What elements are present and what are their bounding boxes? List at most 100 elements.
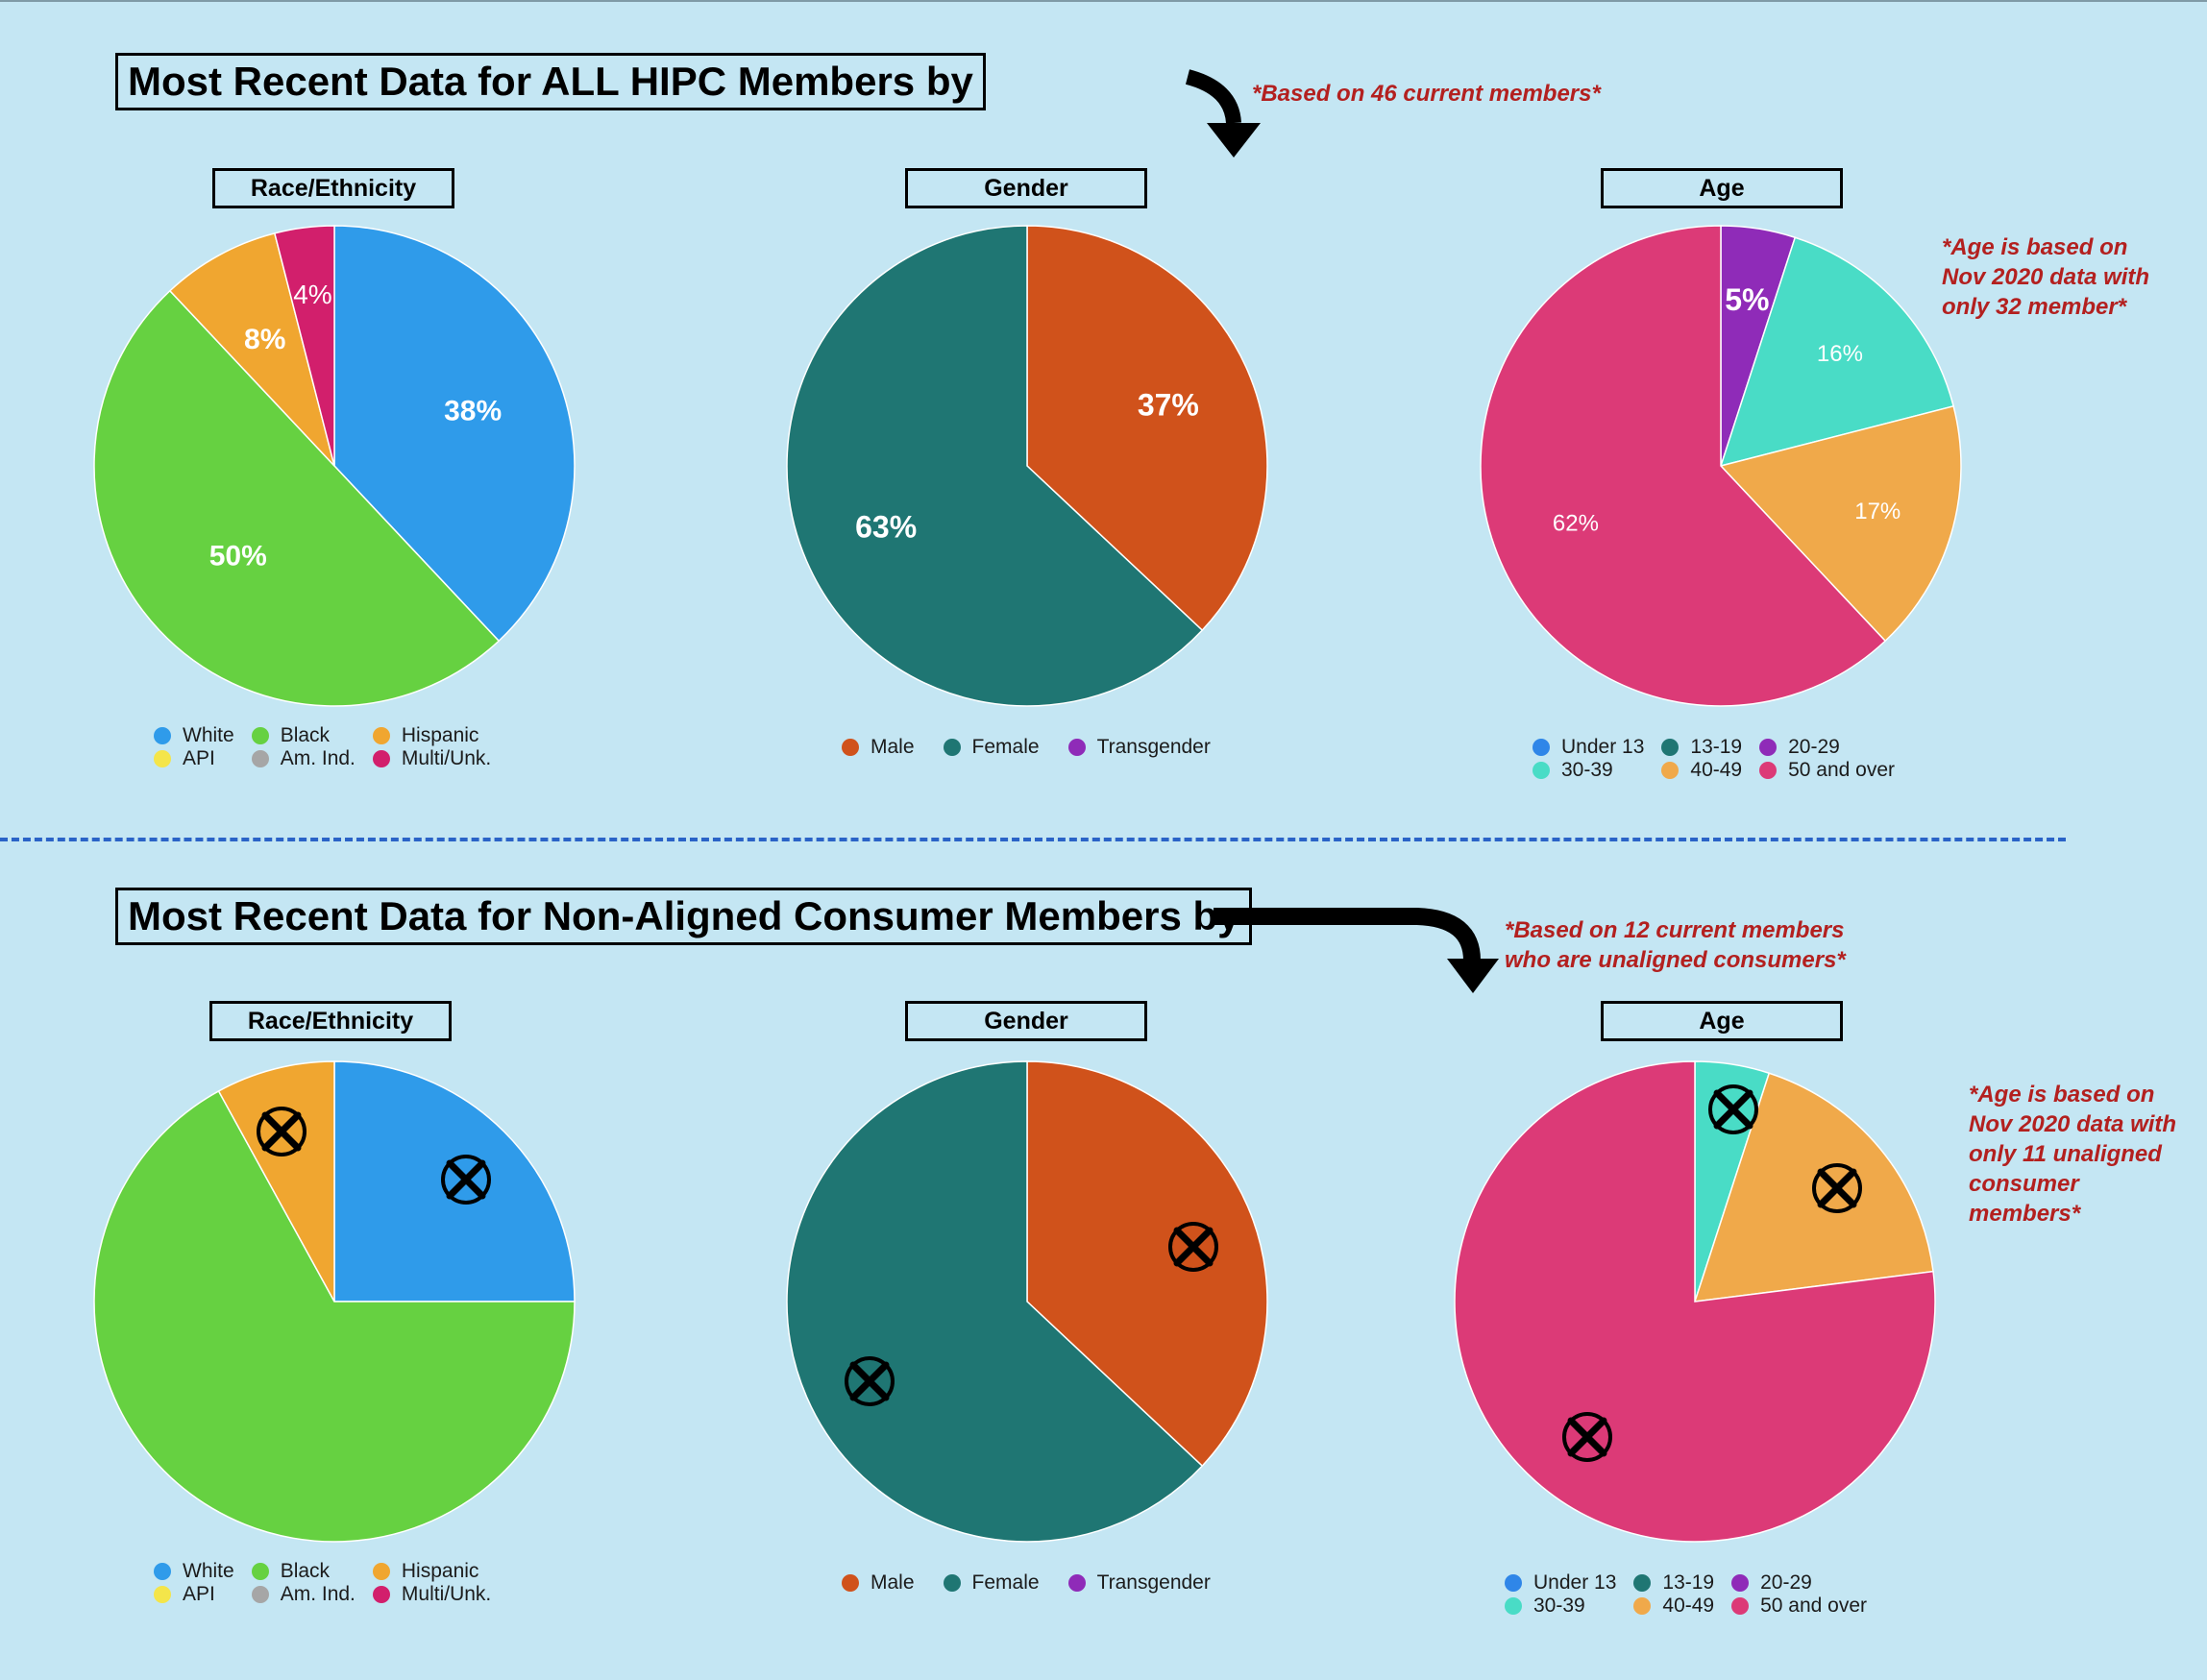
legend-swatch <box>154 1563 171 1580</box>
legend-label: 20-29 <box>1788 736 1840 758</box>
legend-label: 40-49 <box>1662 1595 1715 1617</box>
legend-swatch <box>154 1586 171 1603</box>
legend-swatch <box>1661 739 1680 756</box>
legend-swatch <box>842 1574 859 1592</box>
age-note-line: only 32 member* <box>1942 294 2127 320</box>
legend-label: Male <box>871 736 915 758</box>
pie-chart-2: 5% 16% 17% 62% <box>1480 225 1962 707</box>
pie-slice-40-49 <box>1719 404 1962 643</box>
race-legend-item: Multi/Unk. <box>372 747 491 770</box>
pie-slice-male <box>1026 1060 1268 1468</box>
legend-label: 30-39 <box>1533 1595 1585 1617</box>
legend-race-top: White Black Hispanic API Am. Ind. Multi/Unk. <box>154 724 491 770</box>
legend-swatch <box>372 727 390 744</box>
pie-slice-female <box>786 1060 1204 1543</box>
legend-swatch <box>251 727 269 744</box>
legend-swatch <box>1067 739 1086 756</box>
pie-slice-multi-unk- <box>273 225 335 467</box>
pie-slice-30-39 <box>1719 236 1955 468</box>
race-legend-item: Am. Ind. <box>251 1583 356 1606</box>
age-legend-item: 20-29 <box>1731 1571 1867 1595</box>
legend-label: API <box>183 1583 215 1605</box>
legend-swatch <box>251 1563 269 1580</box>
section-title-unaligned-members: Most Recent Data for Non-Aligned Consume… <box>115 888 1253 945</box>
chart-title-age-bottom: Age <box>1601 1001 1843 1041</box>
race-legend-item: White <box>154 1560 234 1583</box>
legend-swatch <box>1633 1597 1652 1615</box>
note-line: *Based on 12 current members <box>1505 917 1845 943</box>
legend-label: 50 and over <box>1788 759 1896 781</box>
legend-label: Am. Ind. <box>280 747 356 769</box>
legend-label: Under 13 <box>1561 736 1645 758</box>
legend-swatch <box>1505 1597 1522 1615</box>
chart-title-age-top: Age <box>1601 168 1843 208</box>
age-note-line: *Age is based on <box>1942 234 2128 260</box>
age-legend-item: Under 13 <box>1533 736 1644 759</box>
data-label: 16% <box>1817 341 1863 367</box>
legend-gender-bottom: Male Female Transgender <box>842 1571 1211 1595</box>
legend-swatch <box>1633 1574 1652 1592</box>
chart-title-race-bottom: Race/Ethnicity <box>209 1001 452 1041</box>
age-note-line: Nov 2020 data with <box>1942 264 2150 290</box>
legend-label: Black <box>280 1560 331 1582</box>
pie-chart-3 <box>93 1060 576 1543</box>
legend-swatch <box>943 739 961 756</box>
legend-label: Am. Ind. <box>280 1583 356 1605</box>
age-legend-item: 13-19 <box>1633 1571 1714 1595</box>
chart-title-gender-top: Gender <box>905 168 1147 208</box>
section-divider <box>0 838 2066 841</box>
legend-swatch <box>1661 762 1680 779</box>
age-note-unaligned-members: *Age is based on Nov 2020 data with only… <box>1969 1080 2176 1229</box>
legend-label: Female <box>971 736 1040 758</box>
legend-label: 50 and over <box>1760 1595 1868 1617</box>
data-label: 5% <box>1725 282 1769 317</box>
pie-chart-4 <box>786 1060 1268 1543</box>
legend-label: Multi/Unk. <box>401 1583 492 1605</box>
legend-race-bottom: White Black Hispanic API Am. Ind. Multi/Unk. <box>154 1560 491 1606</box>
age-legend-item: 13-19 <box>1661 736 1742 759</box>
age-legend-item: 40-49 <box>1633 1595 1714 1618</box>
pie-chart-0: 38% 50% 8% 4% <box>93 225 576 707</box>
pie-slice-black <box>93 289 501 707</box>
legend-swatch <box>842 739 859 756</box>
age-note-all-members: *Age is based on Nov 2020 data with only… <box>1942 232 2149 322</box>
race-legend-item: Hispanic <box>372 724 491 747</box>
x-marker-icon <box>257 1107 307 1157</box>
gender-legend-item: Female <box>943 1571 1040 1595</box>
pie-slice-female <box>786 225 1204 707</box>
age-legend-item: Under 13 <box>1505 1571 1616 1595</box>
legend-label: 13-19 <box>1662 1571 1715 1594</box>
data-label: 50% <box>209 541 267 572</box>
chart-title-race-top: Race/Ethnicity <box>212 168 454 208</box>
age-note-line: members* <box>1969 1201 2081 1227</box>
race-legend-item: Hispanic <box>372 1560 491 1583</box>
legend-swatch <box>251 750 269 767</box>
gender-legend-item: Female <box>943 736 1040 759</box>
note-line: who are unaligned consumers* <box>1505 947 1846 973</box>
legend-label: Black <box>280 724 331 746</box>
age-note-line: Nov 2020 data with <box>1969 1111 2177 1137</box>
legend-swatch <box>372 1586 390 1603</box>
legend-swatch <box>1533 762 1550 779</box>
age-note-line: *Age is based on <box>1969 1082 2155 1108</box>
gender-legend-item: Transgender <box>1067 736 1211 759</box>
x-marker-icon <box>1562 1412 1612 1462</box>
pie-slice-50-and-over <box>1480 225 1887 707</box>
age-legend-item: 40-49 <box>1661 759 1742 782</box>
age-note-line: only 11 unaligned <box>1969 1141 2162 1167</box>
legend-age-top: Under 13 13-19 20-29 30-39 40-49 50 and over <box>1533 736 1895 782</box>
race-legend-item: Black <box>251 724 356 747</box>
section-title-all-members: Most Recent Data for ALL HIPC Members by <box>115 53 986 110</box>
legend-label: API <box>183 747 215 769</box>
legend-label: Hispanic <box>401 724 479 746</box>
age-legend-item: 50 and over <box>1759 759 1895 782</box>
legend-swatch <box>154 750 171 767</box>
age-legend-item: 30-39 <box>1505 1595 1616 1618</box>
legend-label: 20-29 <box>1760 1571 1812 1594</box>
legend-swatch <box>372 1563 390 1580</box>
legend-swatch <box>1759 739 1778 756</box>
legend-label: Under 13 <box>1533 1571 1617 1594</box>
legend-swatch <box>1731 1597 1750 1615</box>
legend-label: White <box>183 724 234 746</box>
legend-swatch <box>943 1574 961 1592</box>
